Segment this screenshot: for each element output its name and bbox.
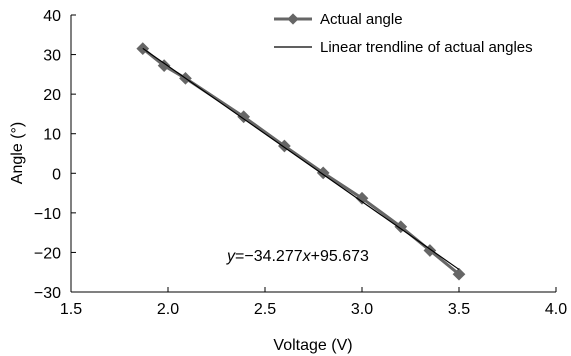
equation-y-var: y <box>226 248 236 265</box>
y-tick-label: 30 <box>43 48 61 65</box>
y-tick-label: 20 <box>43 87 61 104</box>
x-tick-label: 2.5 <box>254 301 276 318</box>
actual-angle-line <box>141 47 460 276</box>
x-tick-label: 2.0 <box>157 301 179 318</box>
legend-trendline-label: Linear trendline of actual angles <box>320 39 533 56</box>
legend: Actual angle Linear trendline of actual … <box>274 11 533 56</box>
equation-x-var: x <box>302 248 312 265</box>
y-tick-label: 10 <box>43 127 61 144</box>
equation-slope: =−34.277 <box>235 248 303 265</box>
y-tick-label: −30 <box>34 285 61 302</box>
y-axis-ticks: 40 30 20 10 0 −10 −20 −30 <box>34 8 76 302</box>
x-tick-label: 4.0 <box>545 301 567 318</box>
y-tick-label: −20 <box>34 245 61 262</box>
actual-angle-point <box>355 191 369 205</box>
x-tick-label: 3.5 <box>448 301 470 318</box>
legend-actual-marker <box>287 13 299 25</box>
actual-angle-point <box>237 110 251 124</box>
y-tick-label: −10 <box>34 206 61 223</box>
x-axis-ticks: 1.5 2.0 2.5 3.0 3.5 4.0 <box>60 287 567 318</box>
axes <box>70 15 556 293</box>
legend-actual-label: Actual angle <box>320 11 403 28</box>
trendline-equation: y=−34.277x+95.673 <box>226 248 369 265</box>
x-tick-label: 3.0 <box>351 301 373 318</box>
actual-angle-point <box>157 59 171 73</box>
equation-intercept: +95.673 <box>311 248 369 265</box>
series-layer <box>136 42 466 281</box>
y-tick-label: 40 <box>43 8 61 25</box>
y-axis-label: Angle (°) <box>9 122 26 184</box>
actual-angle-point <box>452 267 466 281</box>
x-tick-label: 1.5 <box>60 301 82 318</box>
actual-angle-point <box>394 220 408 234</box>
x-axis-label: Voltage (V) <box>273 337 352 354</box>
linear-trendline <box>142 47 460 270</box>
y-tick-label: 0 <box>52 166 61 183</box>
